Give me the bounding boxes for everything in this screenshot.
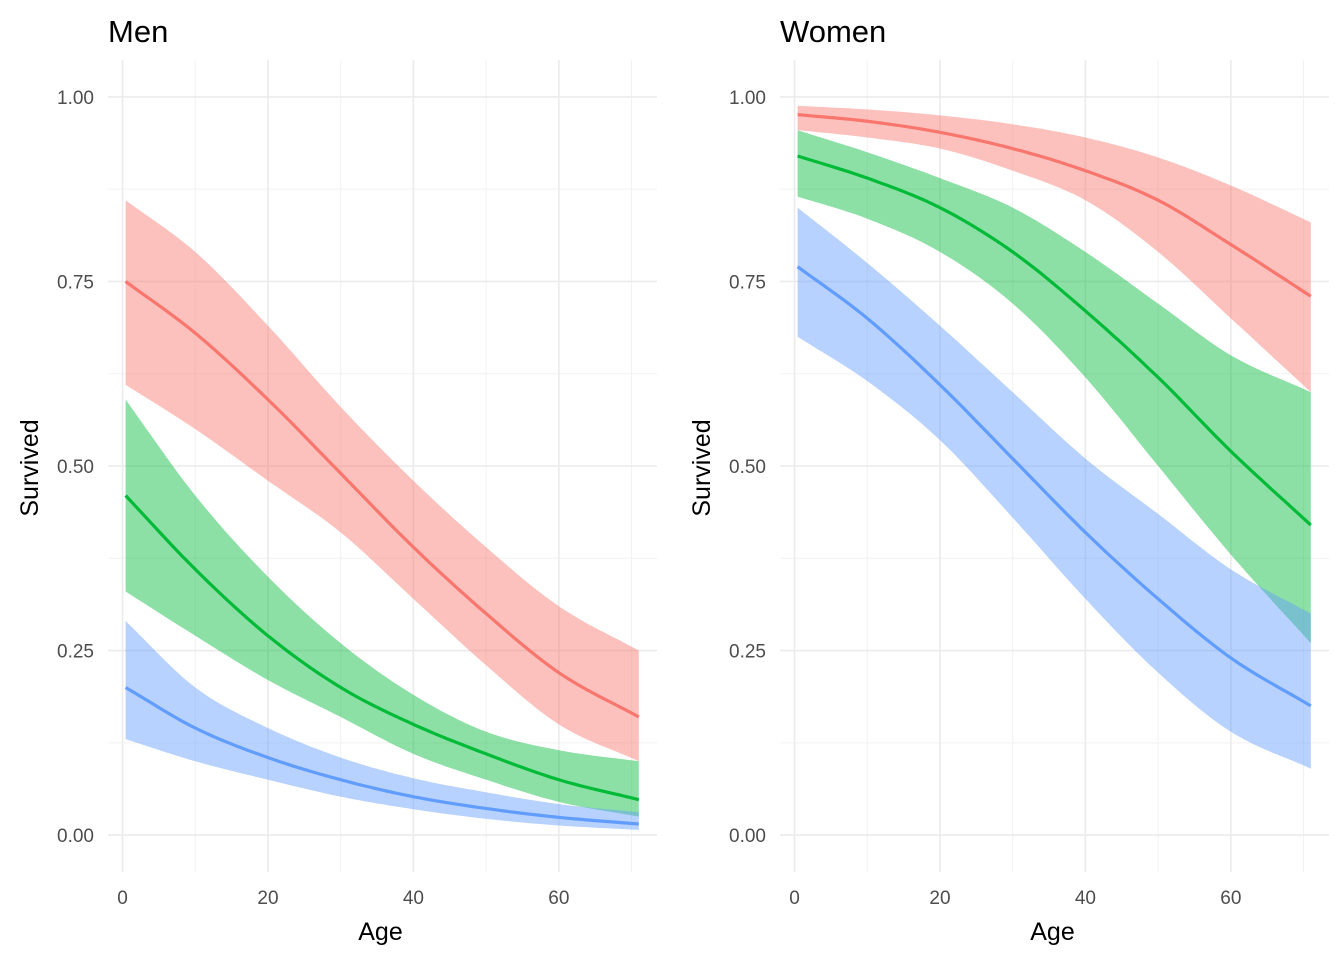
y-tick-label: 0.75 [729, 272, 766, 293]
x-tick-label: 0 [789, 888, 800, 909]
panel-men: 0 20 40 60 0.00 0.25 0.50 0.75 1.00 Men Age Survive… [16, 14, 657, 946]
y-tick-label: 0.00 [57, 826, 94, 847]
x-tick-label: 20 [257, 888, 278, 909]
x-tick-label: 20 [929, 888, 950, 909]
x-axis-label: Age [1030, 918, 1074, 946]
fit-line-2 [124, 686, 639, 826]
x-tick-label: 60 [548, 888, 569, 909]
y-axis-label: Survived [16, 419, 44, 516]
x-axis-label: Age [358, 918, 402, 946]
panel-title: Women [780, 14, 886, 49]
confidence-band-1 [797, 130, 1311, 644]
x-tick-label: 40 [1075, 888, 1096, 909]
confidence-band-2 [797, 207, 1311, 769]
confidence-bands [125, 200, 639, 830]
y-tick-label: 0.25 [729, 642, 766, 663]
y-tick-label: 0.50 [57, 457, 94, 478]
y-tick-label: 0.75 [57, 272, 94, 293]
fit-line-1 [124, 494, 640, 802]
fit-line-2 [796, 265, 1312, 708]
panel-women: 0 20 40 60 0.00 0.25 0.50 0.75 1.00 Women Age Survi… [688, 14, 1329, 946]
fit-line-1 [797, 154, 1312, 527]
confidence-band-0 [797, 105, 1311, 393]
y-tick-label: 1.00 [729, 88, 766, 109]
y-tick-label: 1.00 [57, 88, 94, 109]
confidence-band-2 [125, 621, 639, 830]
fit-line-0 [797, 113, 1312, 298]
panel-title: Men [108, 14, 168, 49]
fit-line-0 [124, 280, 640, 719]
fit-lines [124, 280, 640, 826]
x-tick-label: 40 [403, 888, 424, 909]
confidence-bands [797, 105, 1311, 769]
fit-lines [796, 113, 1312, 708]
y-tick-label: 0.25 [57, 642, 94, 663]
y-axis-label: Survived [688, 419, 716, 516]
x-tick-label: 0 [117, 888, 128, 909]
confidence-band-0 [125, 200, 639, 762]
y-tick-label: 0.00 [729, 826, 766, 847]
y-tick-label: 0.50 [729, 457, 766, 478]
x-tick-label: 60 [1220, 888, 1241, 909]
confidence-band-1 [125, 399, 639, 817]
